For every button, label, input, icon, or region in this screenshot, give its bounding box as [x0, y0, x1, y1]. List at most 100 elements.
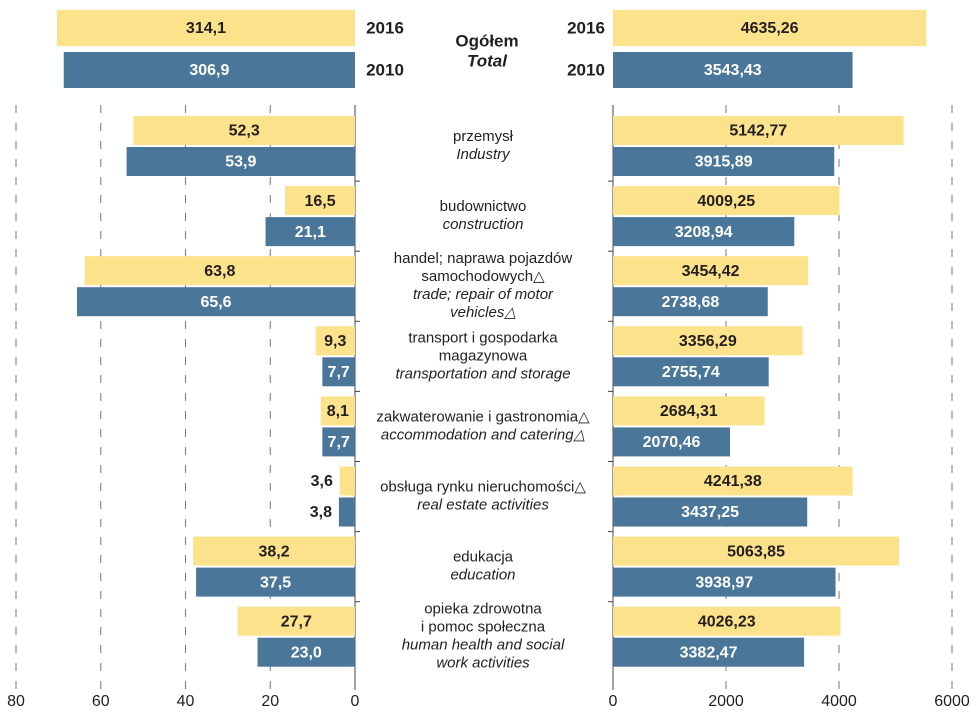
bar [613, 396, 765, 426]
value-label: 2684,31 [660, 403, 718, 420]
category-label: budownictwo [440, 198, 527, 215]
bar [285, 186, 355, 216]
category-label: przemysł [453, 128, 514, 145]
value-label: 38,2 [258, 543, 289, 560]
bar [77, 287, 356, 317]
bar [613, 217, 795, 247]
bar [613, 357, 769, 387]
value-label: 3938,97 [695, 574, 753, 591]
value-label: 52,3 [229, 123, 260, 140]
value-label: 53,9 [225, 154, 256, 171]
total-bar [63, 52, 356, 88]
x-tick-label: 4000 [821, 693, 857, 710]
bar [613, 497, 808, 527]
value-label: 4241,38 [704, 473, 762, 490]
bar [613, 466, 853, 496]
bar [613, 287, 768, 317]
value-label: 4026,23 [698, 613, 756, 630]
bar [84, 256, 356, 286]
bar [257, 637, 355, 667]
total-bar [613, 10, 927, 46]
value-label: 7,7 [328, 364, 350, 381]
bar [320, 396, 355, 426]
legend-label: 2016 [567, 18, 605, 37]
value-label: 16,5 [304, 193, 335, 210]
bar [613, 427, 730, 457]
value-label: 2738,68 [661, 294, 719, 311]
legend-label: 2016 [366, 18, 404, 37]
x-tick-label: 6000 [934, 693, 970, 710]
category-label: handel; naprawa pojazdów [394, 250, 573, 267]
category-label: construction [443, 216, 524, 233]
category-label: work activities [436, 655, 530, 672]
value-label: 5063,85 [727, 543, 785, 560]
total-title-en: Total [467, 51, 508, 70]
bar [613, 536, 900, 566]
bar [613, 606, 841, 636]
category-label: transport i gospodarka [408, 329, 558, 346]
category-label: samochodowych△ [421, 268, 545, 285]
category-label: transportation and storage [395, 365, 570, 382]
value-label: 9,3 [324, 333, 346, 350]
bar [613, 326, 803, 356]
value-label: 65,6 [200, 294, 231, 311]
category-label: Industry [456, 146, 511, 163]
value-label: 7,7 [328, 434, 350, 451]
bar [322, 357, 355, 387]
total-bar [56, 10, 356, 46]
value-label: 37,5 [260, 574, 291, 591]
bar [613, 186, 840, 216]
value-label: 3356,29 [679, 333, 737, 350]
bar [315, 326, 355, 356]
value-label: 3454,42 [682, 263, 740, 280]
category-label: zakwaterowanie i gastronomia△ [376, 408, 590, 425]
category-label: trade; repair of motor [413, 286, 554, 303]
category-label: opieka zdrowotna [424, 601, 542, 618]
category-label: accommodation and catering△ [381, 426, 586, 443]
category-label: edukacja [453, 549, 514, 566]
value-label: 23,0 [291, 644, 322, 661]
bar [322, 427, 355, 457]
bar [193, 536, 355, 566]
value-label: 27,7 [281, 613, 312, 630]
category-label: vehicles△ [450, 304, 516, 321]
value-label: 3382,47 [680, 644, 738, 661]
value-label: 8,1 [327, 403, 349, 420]
x-tick-label: 0 [609, 693, 618, 710]
legend-label: 2010 [366, 60, 404, 79]
value-label: 21,1 [295, 224, 326, 241]
bar [613, 147, 835, 176]
total-value-label: 314,1 [186, 20, 226, 37]
total-value-label: 306,9 [189, 62, 229, 79]
category-label: i pomoc społeczna [421, 619, 546, 636]
bar [196, 567, 355, 597]
x-tick-label: 80 [7, 693, 25, 710]
bar [613, 637, 805, 667]
bar [133, 116, 355, 145]
bar [613, 567, 836, 597]
value-label: 63,8 [204, 263, 235, 280]
bar [613, 256, 809, 286]
bar [613, 116, 904, 145]
x-tick-label: 60 [92, 693, 110, 710]
value-label: 2755,74 [662, 364, 720, 381]
x-tick-label: 40 [177, 693, 195, 710]
total-title: Ogółem [455, 31, 518, 50]
bar [338, 497, 355, 527]
category-label: human health and social [402, 637, 565, 654]
x-tick-label: 2000 [708, 693, 744, 710]
x-tick-label: 20 [261, 693, 279, 710]
bar [339, 466, 355, 496]
value-label: 2070,46 [643, 434, 701, 451]
legend-label: 2010 [567, 60, 605, 79]
value-label: 3915,89 [695, 154, 753, 171]
total-value-label: 3543,43 [704, 62, 762, 79]
value-label: 3,8 [310, 504, 332, 521]
total-bar [613, 52, 853, 88]
x-tick-label: 0 [351, 693, 360, 710]
category-label: education [450, 567, 515, 584]
total-value-label: 4635,26 [741, 20, 799, 37]
bar [237, 606, 355, 636]
value-label: 3437,25 [681, 504, 739, 521]
